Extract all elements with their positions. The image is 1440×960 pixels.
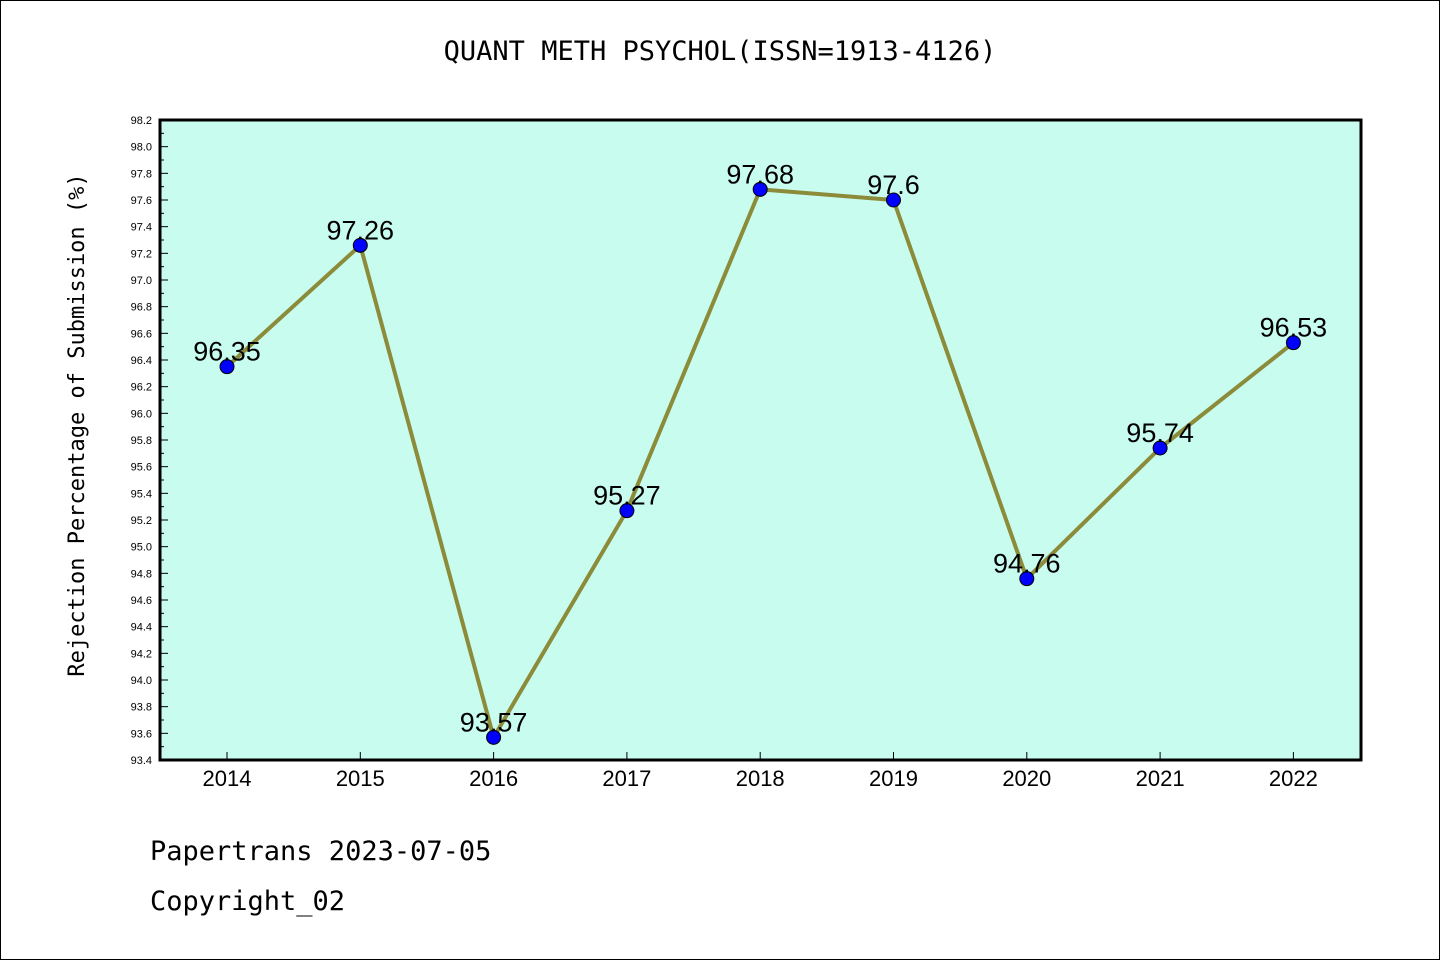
plot-area <box>160 120 1361 760</box>
y-tick-label: 96.4 <box>131 355 152 367</box>
data-label: 96.35 <box>193 337 261 367</box>
y-tick-label: 97.8 <box>131 168 152 180</box>
x-tick-label: 2021 <box>1136 766 1185 791</box>
x-axis: 2014 2015 2016 2017 2018 2019 2020 2021 2022 <box>203 752 1318 791</box>
x-tick-label: 2022 <box>1269 766 1318 791</box>
footer-date: Papertrans 2023-07-05 <box>150 836 492 867</box>
data-point <box>886 192 901 208</box>
x-tick-label: 2014 <box>203 766 252 791</box>
y-tick-label: 93.6 <box>131 728 152 740</box>
y-tick-label: 94.2 <box>131 648 152 660</box>
y-tick-label: 95.2 <box>131 515 152 527</box>
data-point <box>1019 571 1035 587</box>
data-label: 97.68 <box>726 159 794 189</box>
x-tick-label: 2020 <box>1002 766 1051 791</box>
y-axis-label: Rejection Percentage of Submission (%) <box>65 173 90 676</box>
data-point <box>486 729 502 745</box>
x-tick-label: 2017 <box>602 766 651 791</box>
y-tick-label: 93.4 <box>131 755 152 767</box>
y-tick-label: 96.6 <box>131 328 152 340</box>
data-labels: 96.35 97.26 93.57 95.27 97.68 97.6 94.76 95.74 9… <box>193 159 1327 737</box>
x-tick-label: 2018 <box>736 766 785 791</box>
y-tick-label: 98.2 <box>131 115 152 127</box>
x-tick-label: 2019 <box>869 766 918 791</box>
series-markers <box>219 181 1301 745</box>
y-tick-label: 98.0 <box>131 142 152 154</box>
data-label: 96.53 <box>1260 313 1328 343</box>
data-point <box>352 237 368 253</box>
y-tick-label: 97.4 <box>131 222 152 234</box>
x-tick-label: 2015 <box>336 766 385 791</box>
y-tick-label: 95.0 <box>131 542 152 554</box>
data-label: 95.27 <box>593 481 661 511</box>
x-tick-label: 2016 <box>469 766 518 791</box>
data-label: 97.6 <box>867 170 920 200</box>
data-point <box>1285 335 1301 351</box>
y-tick-label: 94.8 <box>131 568 152 580</box>
y-tick-label: 94.0 <box>131 675 152 687</box>
y-tick-label: 97.0 <box>131 275 152 287</box>
y-tick-label: 97.6 <box>131 195 152 207</box>
data-point <box>219 359 235 375</box>
data-point <box>752 181 768 197</box>
y-tick-label: 96.2 <box>131 382 152 394</box>
y-tick-label: 95.4 <box>131 488 152 500</box>
footer-copyright: Copyright_02 <box>150 886 346 917</box>
data-point <box>619 503 635 519</box>
y-tick-label: 95.8 <box>131 435 152 447</box>
data-label: 95.74 <box>1126 418 1194 448</box>
chart-title: QUANT METH PSYCHOL(ISSN=1913-4126) <box>443 36 997 67</box>
y-axis: 93.4 93.6 93.8 94.0 94.2 94.4 94.6 94.8 95.0 95.2… <box>131 115 168 767</box>
data-label: 97.26 <box>327 215 395 245</box>
y-tick-label: 97.2 <box>131 248 152 260</box>
y-tick-label: 96.0 <box>131 408 152 420</box>
data-point <box>1152 440 1168 456</box>
y-tick-label: 94.6 <box>131 595 152 607</box>
y-tick-label: 95.6 <box>131 462 152 474</box>
data-label: 93.57 <box>460 707 528 737</box>
data-label: 94.76 <box>993 549 1061 579</box>
y-tick-label: 94.4 <box>131 622 152 634</box>
y-tick-label: 93.8 <box>131 702 152 714</box>
y-tick-label: 96.8 <box>131 302 152 314</box>
plot-border <box>158 118 1363 762</box>
